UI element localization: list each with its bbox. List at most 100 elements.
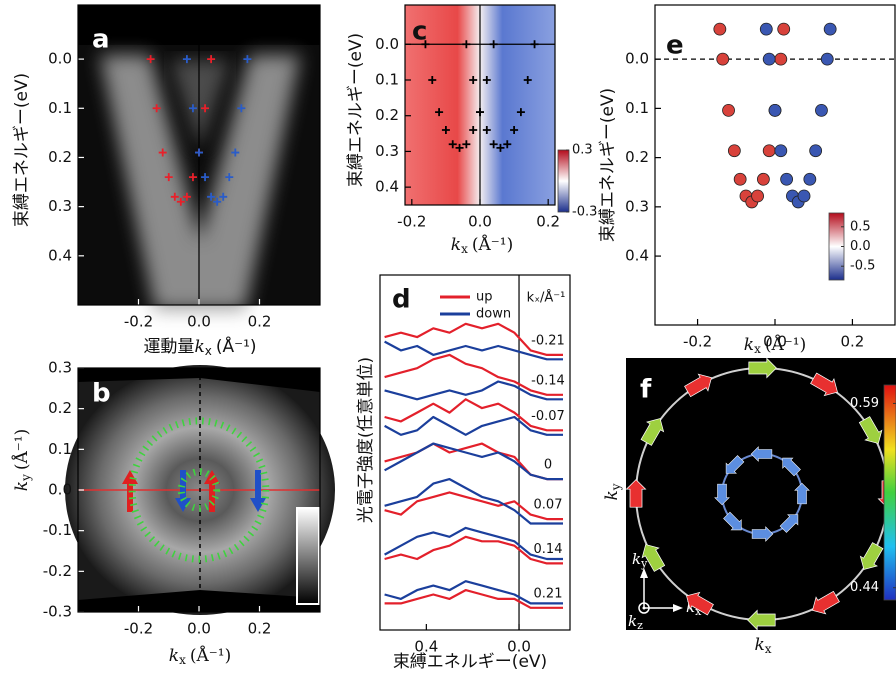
legend-label: up (476, 290, 493, 305)
y-tick-label: 0.0 (48, 481, 72, 499)
cross-marker (503, 140, 512, 149)
cross-marker (476, 108, 484, 117)
spin-arrow (750, 446, 773, 462)
colorbar-tick-label: 0.59 (850, 396, 879, 411)
spin-arrow (747, 609, 776, 631)
label-sub: z (637, 619, 643, 632)
y-tick-label: 0.3 (48, 197, 72, 215)
y-tick-label: 0.3 (375, 142, 399, 160)
panel-letter: e (666, 31, 684, 61)
y-axis-label: 束縛エネルギー(eV) (346, 33, 366, 187)
point (733, 172, 747, 186)
colorbar-tick-label: 0.0 (850, 239, 871, 254)
y-tick-label: 0.0 (375, 35, 399, 53)
spin-arrow (748, 357, 777, 379)
spectrum-line (384, 322, 563, 356)
label-symbol: k (169, 646, 179, 666)
spin-arrow (640, 418, 665, 446)
plot-area (146, 5, 252, 305)
spin-arrow (859, 542, 884, 570)
x-tick-label: -0.2 (124, 313, 153, 331)
panel-letter: f (640, 375, 652, 405)
plot-area (405, 5, 555, 205)
label-sub: y (640, 557, 648, 570)
cross-marker (243, 55, 252, 64)
spin-arrow (810, 372, 838, 397)
k-label: 0 (544, 458, 552, 473)
cross-marker (469, 126, 478, 134)
cross-marker (195, 148, 203, 157)
point (815, 103, 828, 117)
spectrum-line (384, 478, 563, 525)
y-tick-label: 0.4 (375, 178, 399, 196)
cross-marker (207, 192, 216, 201)
spectrum-line (384, 380, 563, 401)
cross-marker (482, 76, 491, 84)
k-label: 0.14 (534, 542, 563, 557)
x-tick-label: 0.0 (763, 333, 787, 351)
x-axis-label: kx (Å⁻¹) (451, 234, 513, 256)
point (751, 189, 764, 203)
label-sub: x (695, 605, 702, 618)
point (809, 144, 823, 158)
point (820, 52, 834, 66)
y-axis-label: 束縛エネルギー(eV) (12, 73, 32, 227)
y-tick-label: 0.4 (625, 247, 649, 265)
label-sub: y (609, 483, 623, 491)
x-tick-label: 0.0 (468, 213, 492, 231)
cross-marker (496, 143, 505, 152)
spin-arrow (794, 482, 810, 505)
cross-marker (455, 143, 464, 152)
axis-name: kz (628, 612, 643, 632)
x-tick-label: 0.0 (507, 638, 531, 656)
cross-marker (428, 76, 437, 84)
cross-marker (523, 76, 532, 84)
spin-arrow (751, 526, 774, 542)
y-tick-label: 0.2 (48, 148, 72, 166)
y-tick-label: 0.1 (48, 440, 72, 458)
spin-arrow (641, 544, 666, 572)
x-tick-label: -0.2 (124, 620, 153, 638)
point (762, 144, 776, 158)
label-symbol: k (194, 337, 204, 357)
spectrum-line (384, 491, 563, 521)
colorbar (557, 149, 570, 213)
point (823, 22, 837, 36)
spectrum-line (384, 442, 563, 481)
cross-marker (462, 140, 471, 149)
x-axis-label: kx (754, 635, 771, 656)
label-sub: x (179, 653, 186, 667)
panel-letter: c (412, 17, 427, 47)
spectrum-line (384, 340, 563, 361)
x-tick-label: 0.2 (248, 620, 272, 638)
label-symbol: k (754, 635, 764, 655)
panel-letter: b (92, 379, 111, 409)
label-symbol: k (602, 490, 622, 500)
y-tick-label: 0.1 (375, 71, 399, 89)
label-unit: (Å⁻¹) (765, 334, 806, 355)
label-unit: (Å⁻¹) (190, 645, 231, 666)
cross-marker (530, 40, 539, 49)
x-axis-label: 運動量kx (Å⁻¹) (143, 335, 256, 358)
label-symbol: k (744, 335, 754, 355)
spin-arrow (782, 457, 801, 477)
spectrum-line (384, 535, 563, 565)
label-symbol: k (628, 612, 637, 630)
y-tick-label: 0.2 (375, 106, 399, 124)
spin-arrow (625, 479, 647, 508)
point (716, 52, 730, 66)
cross-marker (188, 173, 197, 182)
y-axis-label: 光電子強度(任意単位) (356, 357, 376, 523)
point (756, 172, 770, 186)
point (797, 189, 811, 203)
cross-marker (164, 173, 173, 182)
cross-marker (225, 173, 234, 182)
point (774, 52, 788, 66)
y-tick-label: 0.1 (48, 99, 72, 117)
k-label: -0.21 (531, 333, 565, 348)
fermi-surface-ring (128, 417, 270, 563)
x-axis-label: kx (Å⁻¹) (169, 645, 231, 667)
cross-marker (201, 173, 210, 182)
point (713, 22, 727, 36)
x-tick-label: 0.0 (187, 620, 211, 638)
